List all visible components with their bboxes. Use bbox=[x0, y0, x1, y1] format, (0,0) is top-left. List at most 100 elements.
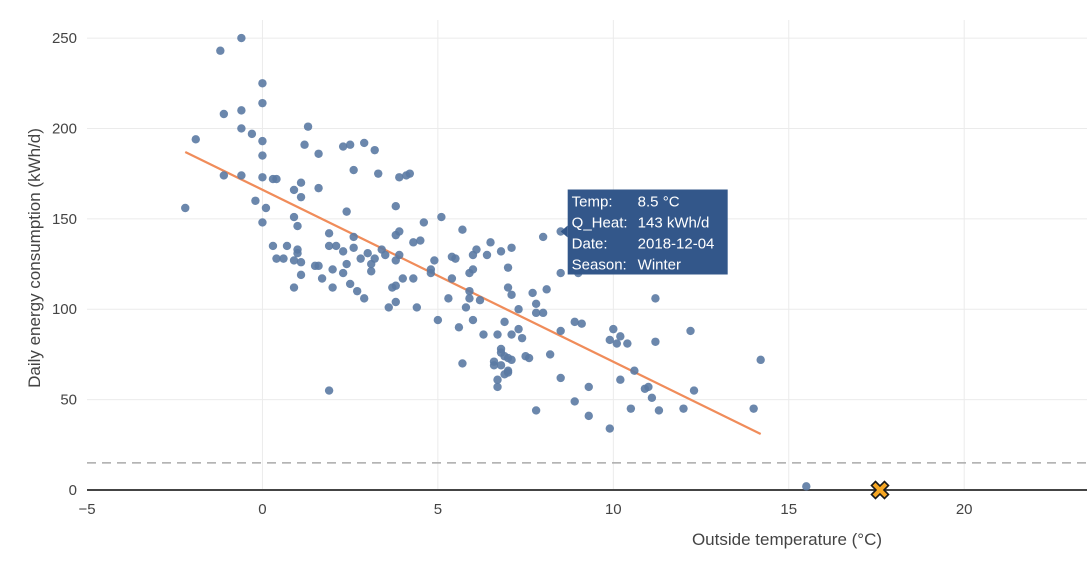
data-point[interactable] bbox=[461, 303, 471, 312]
data-point[interactable] bbox=[584, 411, 593, 421]
data-point[interactable] bbox=[556, 326, 565, 336]
data-point[interactable] bbox=[458, 359, 467, 368]
data-point[interactable] bbox=[391, 201, 400, 211]
data-point[interactable] bbox=[258, 98, 267, 108]
data-point[interactable] bbox=[756, 355, 765, 365]
data-point[interactable] bbox=[300, 140, 309, 149]
data-point[interactable] bbox=[405, 169, 415, 178]
data-point[interactable] bbox=[507, 330, 516, 339]
data-point[interactable] bbox=[395, 173, 404, 182]
data-point[interactable] bbox=[538, 232, 548, 242]
data-point[interactable] bbox=[282, 241, 292, 251]
data-point[interactable] bbox=[802, 482, 811, 491]
data-point[interactable] bbox=[437, 212, 446, 222]
data-point[interactable] bbox=[430, 256, 439, 265]
data-point[interactable] bbox=[528, 288, 537, 298]
data-point[interactable] bbox=[258, 136, 267, 146]
data-point[interactable] bbox=[605, 335, 615, 345]
data-point[interactable] bbox=[454, 323, 464, 332]
data-point[interactable] bbox=[514, 324, 523, 334]
data-point[interactable] bbox=[479, 330, 488, 339]
data-point[interactable] bbox=[258, 173, 267, 182]
data-point[interactable] bbox=[289, 185, 299, 195]
data-point[interactable] bbox=[570, 317, 579, 327]
data-point[interactable] bbox=[538, 308, 548, 318]
data-point[interactable] bbox=[303, 122, 313, 131]
data-point[interactable] bbox=[507, 290, 516, 299]
data-point[interactable] bbox=[272, 254, 281, 263]
data-point[interactable] bbox=[545, 350, 555, 359]
data-point[interactable] bbox=[251, 196, 260, 205]
data-point[interactable] bbox=[349, 232, 358, 242]
data-point[interactable] bbox=[447, 274, 457, 283]
data-point[interactable] bbox=[419, 218, 429, 227]
data-point[interactable] bbox=[349, 243, 358, 252]
data-point[interactable] bbox=[503, 283, 513, 292]
data-point[interactable] bbox=[584, 382, 593, 392]
data-point[interactable] bbox=[296, 178, 306, 187]
data-point[interactable] bbox=[503, 263, 513, 272]
data-point[interactable] bbox=[296, 258, 306, 267]
data-point[interactable] bbox=[296, 270, 306, 280]
data-point[interactable] bbox=[468, 315, 478, 325]
data-point[interactable] bbox=[570, 397, 579, 406]
data-point[interactable] bbox=[258, 79, 267, 88]
data-point[interactable] bbox=[451, 254, 460, 263]
data-point[interactable] bbox=[444, 294, 453, 303]
data-point[interactable] bbox=[237, 124, 246, 133]
data-point[interactable] bbox=[647, 393, 657, 403]
data-point[interactable] bbox=[686, 326, 695, 336]
data-point[interactable] bbox=[531, 406, 541, 415]
data-point[interactable] bbox=[289, 283, 299, 292]
data-point[interactable] bbox=[349, 165, 358, 175]
data-point[interactable] bbox=[412, 303, 422, 312]
data-point[interactable] bbox=[556, 268, 565, 278]
data-point[interactable] bbox=[486, 238, 495, 247]
data-point[interactable] bbox=[289, 256, 299, 265]
data-point[interactable] bbox=[556, 373, 565, 383]
data-point[interactable] bbox=[279, 254, 288, 263]
data-point[interactable] bbox=[324, 229, 334, 238]
data-point[interactable] bbox=[651, 337, 660, 346]
data-point[interactable] bbox=[391, 256, 400, 265]
data-point[interactable] bbox=[219, 109, 229, 119]
data-point[interactable] bbox=[191, 135, 200, 144]
data-point[interactable] bbox=[605, 424, 615, 433]
data-point[interactable] bbox=[219, 171, 229, 180]
data-point[interactable] bbox=[531, 299, 541, 309]
data-point[interactable] bbox=[261, 203, 271, 213]
data-point[interactable] bbox=[609, 324, 618, 334]
data-point[interactable] bbox=[328, 265, 337, 274]
data-point[interactable] bbox=[237, 33, 246, 43]
data-point[interactable] bbox=[679, 404, 688, 413]
data-point[interactable] bbox=[500, 317, 509, 327]
data-point[interactable] bbox=[409, 238, 418, 247]
data-point[interactable] bbox=[359, 294, 369, 303]
data-point[interactable] bbox=[577, 319, 586, 328]
data-point[interactable] bbox=[324, 241, 334, 251]
data-point[interactable] bbox=[426, 268, 436, 278]
data-point[interactable] bbox=[472, 245, 481, 254]
data-point[interactable] bbox=[338, 142, 348, 151]
data-point[interactable] bbox=[331, 241, 341, 251]
data-point[interactable] bbox=[630, 366, 639, 375]
data-point[interactable] bbox=[465, 286, 474, 296]
data-point[interactable] bbox=[296, 192, 306, 202]
data-point[interactable] bbox=[616, 332, 625, 341]
data-point[interactable] bbox=[272, 174, 281, 184]
data-point[interactable] bbox=[398, 274, 407, 283]
data-point[interactable] bbox=[391, 297, 400, 307]
data-point[interactable] bbox=[493, 382, 502, 392]
data-point[interactable] bbox=[616, 375, 625, 384]
data-point[interactable] bbox=[651, 294, 660, 303]
data-point[interactable] bbox=[507, 355, 516, 365]
data-point[interactable] bbox=[367, 267, 376, 276]
data-point[interactable] bbox=[654, 406, 664, 415]
data-point[interactable] bbox=[356, 254, 365, 263]
data-point[interactable] bbox=[370, 145, 379, 155]
data-point[interactable] bbox=[391, 281, 400, 290]
data-point[interactable] bbox=[181, 203, 190, 213]
data-point[interactable] bbox=[416, 236, 425, 245]
data-point[interactable] bbox=[493, 375, 502, 384]
data-point[interactable] bbox=[507, 243, 516, 252]
